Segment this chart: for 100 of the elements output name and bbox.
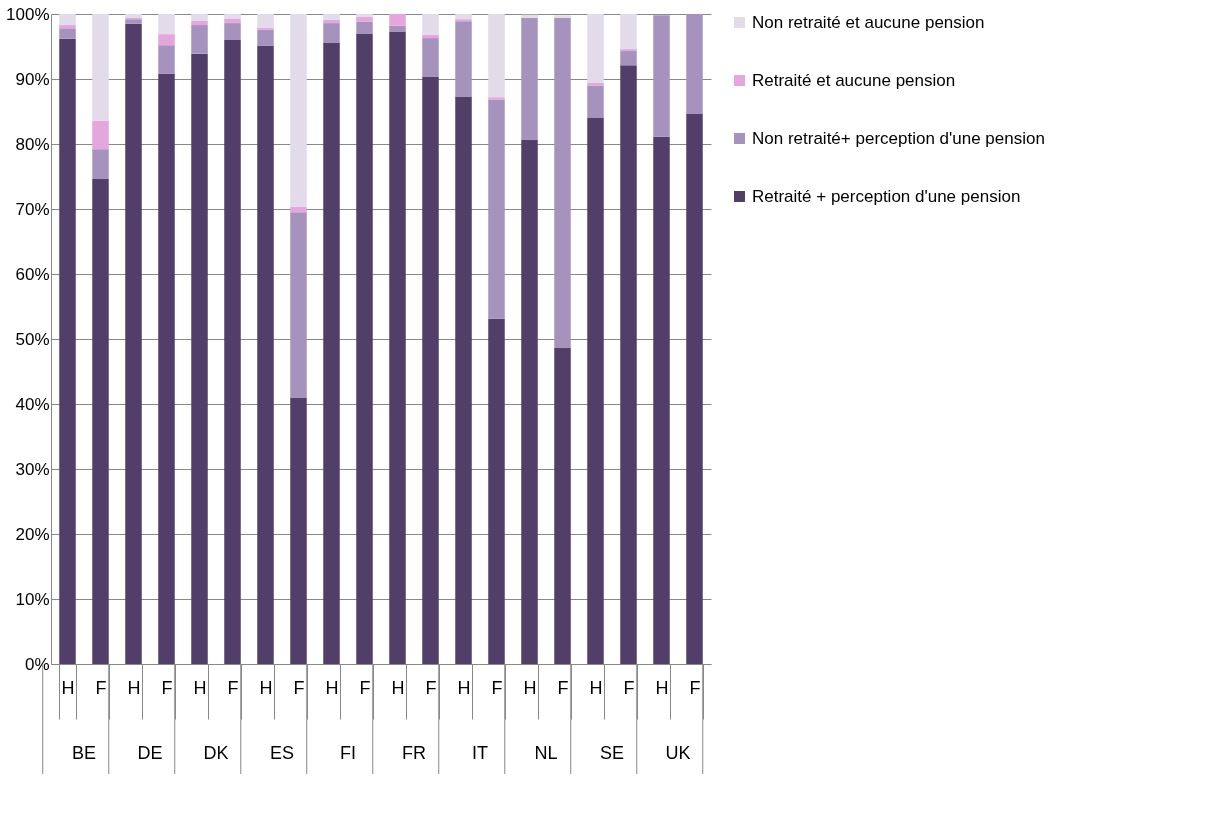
- bar: [59, 28, 76, 39]
- legend-label: Non retraité+ perception d'une pension: [752, 128, 1045, 148]
- bar: [422, 14, 439, 35]
- y-tick-label: 30%: [15, 459, 50, 479]
- bar: [554, 347, 571, 664]
- bar: [389, 14, 406, 26]
- bar: [59, 14, 76, 26]
- bar: [323, 23, 340, 43]
- legend-label: Non retraité et aucune pension: [752, 12, 985, 32]
- bar: [620, 14, 637, 50]
- bar: [488, 14, 505, 98]
- x-tick-label: F: [161, 677, 173, 698]
- y-tick-label: 10%: [15, 589, 50, 609]
- text: UK: [665, 743, 691, 763]
- bar: [191, 14, 208, 21]
- y-tick-label: 80%: [15, 134, 50, 154]
- bar: [356, 16, 373, 22]
- x-tick-label: H: [325, 677, 339, 698]
- x-tick-label: H: [391, 677, 405, 698]
- x-tick-label: H: [193, 677, 207, 698]
- bar: [554, 17, 571, 348]
- y-tick-label: 90%: [15, 69, 50, 89]
- bar: [488, 99, 505, 319]
- bar: [587, 82, 604, 86]
- bar: [59, 25, 76, 29]
- bar: [125, 19, 142, 24]
- bar: [158, 73, 175, 664]
- bar: [521, 139, 538, 664]
- bar: [158, 45, 175, 74]
- bar: [191, 20, 208, 26]
- x-tick-label: F: [557, 677, 569, 698]
- x-tick-label: H: [259, 677, 273, 698]
- bar: [158, 14, 175, 35]
- bar: [521, 17, 538, 140]
- bar: [422, 38, 439, 77]
- bar: [290, 207, 307, 213]
- bar: [587, 14, 604, 83]
- x-tick-label: F: [293, 677, 305, 698]
- bar: [653, 15, 670, 137]
- bar: [422, 76, 439, 664]
- bar: [224, 18, 241, 24]
- bar: [389, 25, 406, 32]
- bar: [455, 96, 472, 664]
- y-tick-label: 40%: [15, 394, 50, 414]
- bar: [92, 14, 109, 121]
- bar: [191, 25, 208, 54]
- bar: [290, 212, 307, 398]
- x-tick-label: F: [95, 677, 107, 698]
- x-tick-label: F: [623, 677, 635, 698]
- x-tick-label: H: [61, 677, 75, 698]
- text: DE: [137, 743, 163, 763]
- bar: [92, 149, 109, 179]
- bar: [257, 14, 274, 28]
- x-tick-label: F: [425, 677, 437, 698]
- y-tick-label: 70%: [15, 199, 50, 219]
- x-tick-label: F: [227, 677, 239, 698]
- bar: [455, 14, 472, 20]
- text: ES: [269, 743, 295, 763]
- x-tick-label: F: [359, 677, 371, 698]
- bar: [59, 38, 76, 664]
- bar: [686, 14, 703, 114]
- legend-label: Retraité et aucune pension: [752, 70, 956, 90]
- bar: [224, 40, 241, 664]
- text: DK: [203, 743, 229, 763]
- bar: [323, 19, 340, 24]
- bar: [92, 178, 109, 664]
- bar: [356, 33, 373, 664]
- bar: [290, 397, 307, 664]
- x-tick-label: H: [457, 677, 471, 698]
- text: BE: [71, 743, 97, 763]
- bar: [191, 53, 208, 664]
- bar: [620, 51, 637, 66]
- bar: [455, 21, 472, 97]
- bar: [224, 23, 241, 40]
- bar: [257, 29, 274, 46]
- y-tick-label: 0%: [24, 654, 50, 674]
- text: FR: [402, 743, 426, 763]
- y-tick-label: 20%: [15, 524, 50, 544]
- bar: [686, 113, 703, 664]
- bar: [125, 23, 142, 664]
- y-tick-label: 50%: [15, 329, 50, 349]
- bar: [620, 65, 637, 664]
- x-tick-label: H: [127, 677, 141, 698]
- text: SE: [599, 743, 625, 763]
- bar: [521, 14, 538, 18]
- bar: [323, 42, 340, 664]
- y-tick-label: 100%: [6, 4, 50, 24]
- text: IT: [472, 743, 488, 763]
- bar: [488, 318, 505, 664]
- x-tick-label: H: [589, 677, 603, 698]
- bar: [290, 14, 307, 208]
- bar: [158, 34, 175, 46]
- bar: [653, 136, 670, 664]
- bar: [92, 120, 109, 150]
- x-tick-label: H: [655, 677, 669, 698]
- legend-label: Retraité + perception d'une pension: [752, 186, 1021, 206]
- bar: [422, 34, 439, 39]
- bar: [389, 31, 406, 664]
- bar: [224, 14, 241, 19]
- bar: [554, 15, 571, 18]
